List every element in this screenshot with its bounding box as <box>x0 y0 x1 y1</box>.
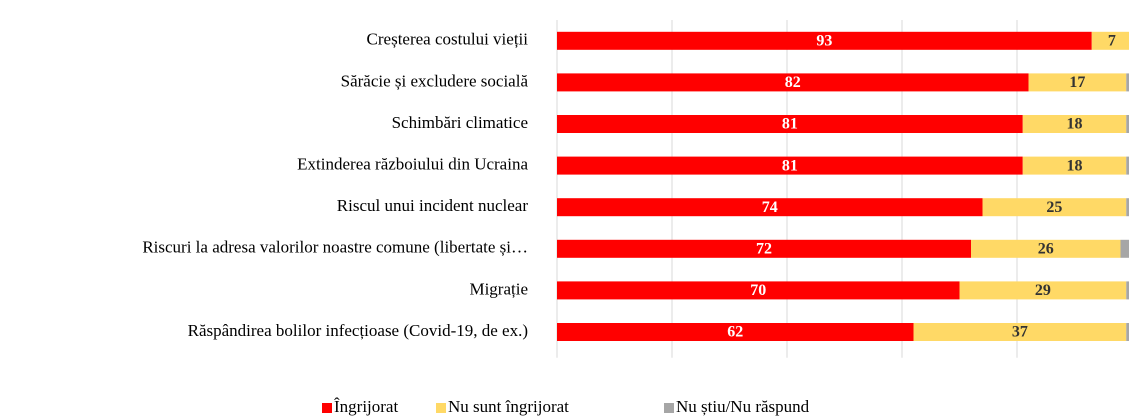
bar-segment <box>1126 323 1129 341</box>
value-label: 72 <box>756 240 772 257</box>
bar-segment <box>1126 198 1129 217</box>
category-label: Riscul unui incident nuclear <box>337 196 529 215</box>
category-label: Creșterea costului vieții <box>367 30 529 49</box>
value-label: 70 <box>750 282 766 299</box>
bar-segment <box>1028 73 1127 92</box>
value-label: 18 <box>1067 116 1083 133</box>
category-label: Răspândirea bolilor infecțioase (Covid-1… <box>188 321 528 340</box>
bar-segment <box>557 73 1029 92</box>
bar-segment <box>1126 73 1129 92</box>
category-label: Migrație <box>469 279 528 298</box>
value-label: 37 <box>1012 324 1028 341</box>
legend-label: Îngrijorat <box>334 397 398 416</box>
bar-segment <box>557 323 914 341</box>
value-label: 81 <box>782 157 798 174</box>
category-label: Sărăcie și excludere socială <box>341 71 529 90</box>
bar-segment <box>959 281 1127 300</box>
bar-segment <box>971 239 1121 258</box>
value-label: 74 <box>762 199 778 216</box>
value-label: 82 <box>785 74 801 91</box>
value-label: 93 <box>816 32 832 49</box>
bar-segment <box>557 156 1023 175</box>
category-label: Riscuri la adresa valorilor noastre comu… <box>142 238 528 257</box>
value-label: 7 <box>1108 32 1116 49</box>
bar-segment <box>1091 31 1129 50</box>
bar-segment <box>557 115 1023 133</box>
bar-segment <box>1022 156 1127 175</box>
bar-segment <box>557 239 971 258</box>
bar-segment <box>1126 156 1129 175</box>
category-label: Extinderea războiului din Ucraina <box>297 155 528 174</box>
legend-swatch <box>322 403 332 413</box>
bar-segment <box>982 198 1127 217</box>
legend-label: Nu sunt îngrijorat <box>448 397 569 416</box>
bar-segment <box>1022 115 1127 133</box>
value-label: 62 <box>727 324 743 341</box>
bar-segment <box>557 31 1092 50</box>
value-label: 81 <box>782 116 798 133</box>
legend-label: Nu știu/Nu răspund <box>676 397 810 416</box>
value-label: 29 <box>1035 282 1051 299</box>
category-label: Schimbări climatice <box>392 113 528 132</box>
bar-segment <box>557 281 960 300</box>
bar-segment <box>557 198 983 217</box>
legend-swatch <box>664 403 674 413</box>
value-label: 26 <box>1038 240 1054 257</box>
bar-segment <box>1126 281 1129 300</box>
bar-segment <box>1126 115 1129 133</box>
legend-swatch <box>436 403 446 413</box>
value-label: 17 <box>1069 74 1085 91</box>
value-label: 18 <box>1067 157 1083 174</box>
value-label: 25 <box>1046 199 1062 216</box>
bar-segment <box>1120 239 1129 258</box>
bar-segment <box>913 323 1127 341</box>
